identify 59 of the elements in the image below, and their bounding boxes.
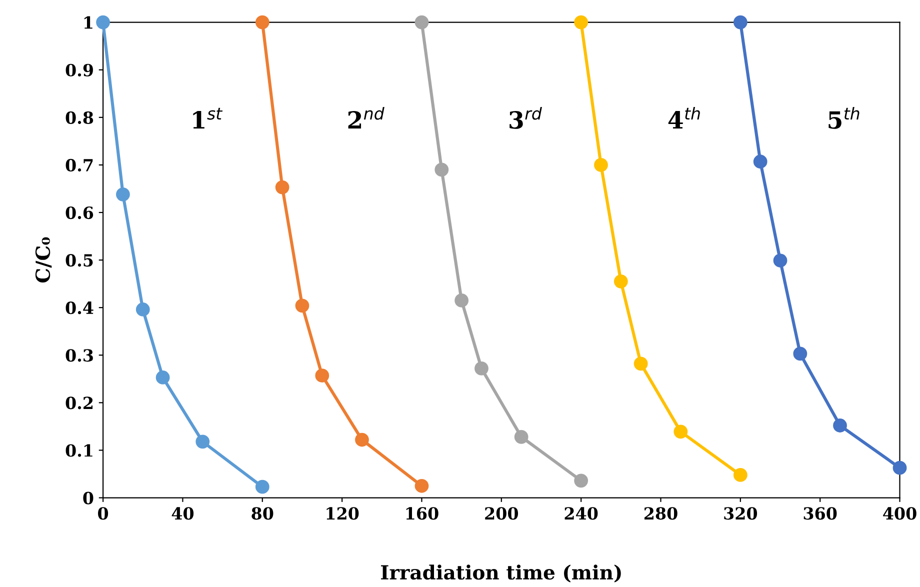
point (474, 362, 488, 376)
point (196, 434, 210, 449)
point (136, 302, 150, 316)
y-tick-label: 0.3 (66, 349, 93, 362)
point (674, 424, 688, 439)
y-tick-label: 0.4 (66, 302, 94, 314)
point (773, 254, 788, 268)
annotation: 2$^{nd}$ (348, 106, 384, 129)
x-tick-label: 200 (485, 507, 518, 520)
y-tick-label: 0.7 (66, 158, 93, 172)
y-tick-label: 0.8 (66, 111, 94, 124)
point (255, 15, 270, 30)
point (634, 356, 648, 371)
x-tick-label: 80 (252, 507, 274, 520)
point (255, 480, 270, 494)
x-tick-label: 400 (883, 507, 916, 520)
y-tick-label: 1 (84, 16, 92, 29)
annotation: 1$^{st}$ (193, 108, 223, 129)
annotation: 3$^{rd}$ (510, 106, 542, 129)
x-tick-label: 40 (172, 507, 194, 520)
x-tick-label: 280 (644, 507, 678, 520)
point (434, 162, 449, 177)
annotation: 5$^{th}$ (828, 106, 860, 129)
y-tick-label: 0.1 (66, 444, 92, 457)
point (156, 370, 170, 384)
point (753, 154, 768, 169)
point (454, 294, 469, 308)
y-tick-label: 0.6 (66, 206, 94, 220)
point (594, 158, 608, 172)
point (733, 15, 748, 30)
y-tick-label: 0.2 (66, 396, 93, 410)
point (355, 432, 369, 447)
point (315, 368, 330, 383)
point (414, 15, 429, 30)
point (295, 298, 310, 313)
point (275, 180, 290, 194)
x-tick-label: 360 (804, 507, 837, 520)
y-tick-label: 0.9 (66, 64, 93, 76)
point (414, 478, 429, 493)
x-tick-label: 320 (724, 507, 758, 520)
x-tick-label: 0 (98, 507, 108, 520)
point (116, 187, 130, 202)
point (733, 468, 748, 482)
x-tick-label: 120 (326, 507, 359, 520)
x-tick-label: 160 (406, 507, 438, 520)
point (574, 15, 588, 30)
x-tick-label: 240 (564, 507, 598, 520)
point (96, 15, 110, 30)
y-tick-label: 0.5 (66, 254, 93, 267)
point (833, 418, 847, 432)
x-axis-title: Irradiation time (min) (381, 564, 621, 582)
point (514, 430, 528, 444)
point (574, 474, 588, 488)
point (793, 346, 808, 361)
y-axis-title: C/C₀ (35, 237, 52, 283)
point (892, 460, 907, 475)
y-tick-label: 0 (83, 492, 94, 504)
annotation: 4$^{th}$ (668, 106, 700, 129)
point (614, 274, 628, 288)
